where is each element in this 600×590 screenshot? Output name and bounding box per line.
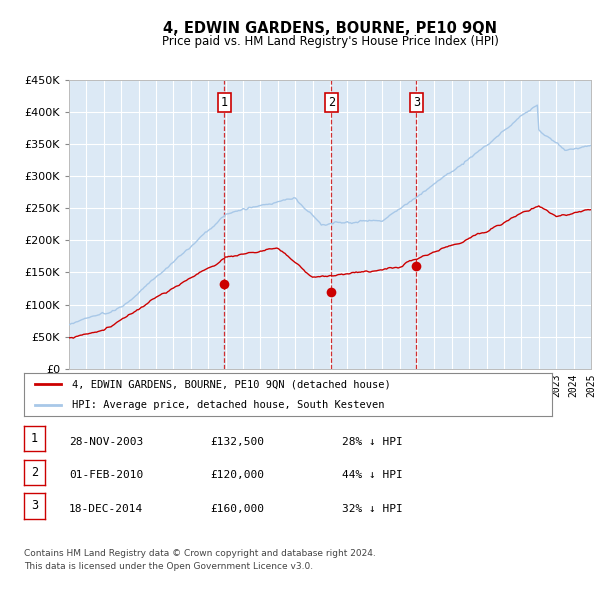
Text: £160,000: £160,000 — [210, 504, 264, 514]
Text: 44% ↓ HPI: 44% ↓ HPI — [342, 470, 403, 480]
Text: 2: 2 — [328, 96, 335, 109]
Text: 1: 1 — [221, 96, 228, 109]
Text: HPI: Average price, detached house, South Kesteven: HPI: Average price, detached house, Sout… — [71, 401, 384, 410]
Text: 18-DEC-2014: 18-DEC-2014 — [69, 504, 143, 514]
Text: 3: 3 — [413, 96, 420, 109]
Text: £132,500: £132,500 — [210, 437, 264, 447]
Text: 01-FEB-2010: 01-FEB-2010 — [69, 470, 143, 480]
Text: 28-NOV-2003: 28-NOV-2003 — [69, 437, 143, 447]
Text: 28% ↓ HPI: 28% ↓ HPI — [342, 437, 403, 447]
Text: This data is licensed under the Open Government Licence v3.0.: This data is licensed under the Open Gov… — [24, 562, 313, 571]
Text: 4, EDWIN GARDENS, BOURNE, PE10 9QN (detached house): 4, EDWIN GARDENS, BOURNE, PE10 9QN (deta… — [71, 379, 390, 389]
Text: 3: 3 — [31, 500, 38, 513]
Text: 32% ↓ HPI: 32% ↓ HPI — [342, 504, 403, 514]
Text: 1: 1 — [31, 432, 38, 445]
Text: £120,000: £120,000 — [210, 470, 264, 480]
Text: 2: 2 — [31, 466, 38, 479]
Text: 4, EDWIN GARDENS, BOURNE, PE10 9QN: 4, EDWIN GARDENS, BOURNE, PE10 9QN — [163, 21, 497, 35]
Text: Price paid vs. HM Land Registry's House Price Index (HPI): Price paid vs. HM Land Registry's House … — [161, 35, 499, 48]
Text: Contains HM Land Registry data © Crown copyright and database right 2024.: Contains HM Land Registry data © Crown c… — [24, 549, 376, 558]
